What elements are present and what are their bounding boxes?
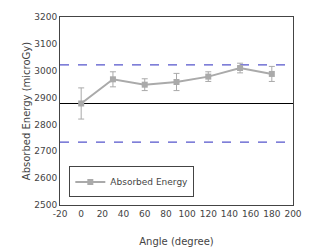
- svg-text:2900: 2900: [34, 93, 57, 103]
- svg-text:3100: 3100: [34, 39, 57, 49]
- svg-text:120: 120: [200, 209, 217, 219]
- svg-text:2800: 2800: [34, 120, 57, 130]
- svg-text:2500: 2500: [34, 200, 57, 210]
- svg-text:0: 0: [78, 209, 84, 219]
- svg-text:2600: 2600: [34, 173, 57, 183]
- svg-text:-20: -20: [53, 209, 68, 219]
- svg-text:80: 80: [160, 209, 172, 219]
- svg-text:3000: 3000: [34, 66, 57, 76]
- svg-text:200: 200: [284, 209, 301, 219]
- svg-text:20: 20: [97, 209, 109, 219]
- svg-text:Angle (degree): Angle (degree): [139, 236, 214, 247]
- svg-text:100: 100: [178, 209, 195, 219]
- svg-text:60: 60: [139, 209, 151, 219]
- svg-text:140: 140: [221, 209, 238, 219]
- svg-text:160: 160: [242, 209, 259, 219]
- svg-text:Absorbed Energy: Absorbed Energy: [110, 177, 188, 187]
- svg-text:180: 180: [263, 209, 280, 219]
- svg-text:40: 40: [118, 209, 130, 219]
- svg-text:2700: 2700: [34, 146, 57, 156]
- svg-text:3200: 3200: [34, 12, 57, 22]
- svg-text:Absorbed Energy (microGy): Absorbed Energy (microGy): [21, 42, 32, 180]
